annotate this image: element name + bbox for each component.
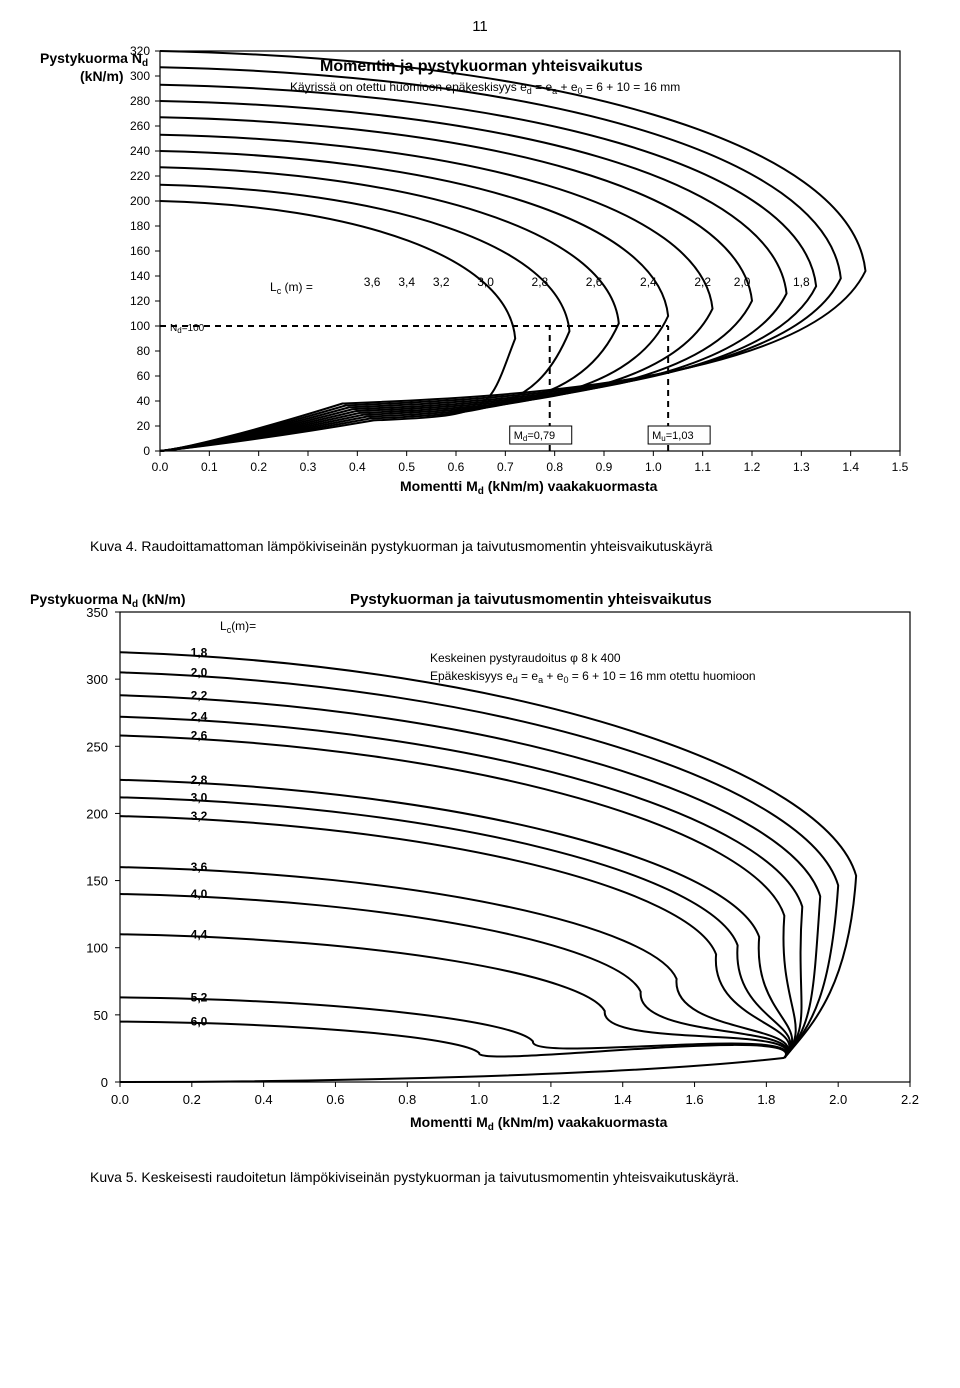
- svg-text:50: 50: [94, 1008, 108, 1023]
- svg-text:0.7: 0.7: [497, 460, 514, 474]
- svg-text:2,4: 2,4: [191, 710, 208, 724]
- chart2-title: Pystykuorman ja taivutusmomentin yhteisv…: [350, 591, 712, 608]
- svg-text:2,2: 2,2: [191, 688, 208, 702]
- chart2-note2: Epäkeskisyys ed = ea + e0 = 6 + 10 = 16 …: [430, 669, 756, 685]
- svg-text:1.3: 1.3: [793, 460, 810, 474]
- svg-text:40: 40: [137, 394, 151, 408]
- svg-text:20: 20: [137, 419, 151, 433]
- svg-text:0.2: 0.2: [183, 1092, 201, 1107]
- chart2-note1: Keskeinen pystyraudoitus φ 8 k 400: [430, 651, 621, 665]
- chart1-caption: Kuva 4. Raudoittamattoman lämpökiviseinä…: [90, 538, 960, 554]
- svg-text:2,0: 2,0: [191, 665, 208, 679]
- svg-text:3,0: 3,0: [477, 275, 494, 289]
- svg-text:1.0: 1.0: [645, 460, 662, 474]
- svg-text:1.6: 1.6: [686, 1092, 704, 1107]
- svg-text:350: 350: [86, 605, 108, 620]
- svg-text:6,0: 6,0: [191, 1015, 208, 1029]
- svg-text:140: 140: [130, 269, 150, 283]
- svg-text:0: 0: [143, 444, 150, 458]
- svg-text:2,8: 2,8: [191, 773, 208, 787]
- chart-1-svg: Pystykuorma Nd (kN/m) Momentin ja pystyk…: [40, 41, 920, 521]
- chart2-xtitle: Momentti Md (kNm/m) vaakakuormasta: [410, 1114, 668, 1133]
- svg-text:160: 160: [130, 244, 150, 258]
- chart2-lc-label: Lc(m)=: [220, 619, 256, 635]
- svg-text:100: 100: [86, 941, 108, 956]
- svg-text:60: 60: [137, 369, 151, 383]
- svg-text:1.5: 1.5: [892, 460, 909, 474]
- svg-text:1.4: 1.4: [842, 460, 859, 474]
- chart1-ytitle2: (kN/m): [80, 68, 124, 84]
- svg-text:0.9: 0.9: [596, 460, 613, 474]
- svg-text:280: 280: [130, 94, 150, 108]
- svg-text:4,4: 4,4: [191, 927, 208, 941]
- svg-text:0.6: 0.6: [326, 1092, 344, 1107]
- chart1-nd-label: Nd=100: [170, 323, 205, 335]
- svg-text:0.2: 0.2: [250, 460, 267, 474]
- chart2-caption: Kuva 5. Keskeisesti raudoitetun lämpökiv…: [90, 1169, 960, 1185]
- chart1-title: Momentin ja pystykuorman yhteisvaikutus: [320, 58, 643, 75]
- svg-text:150: 150: [86, 874, 108, 889]
- chart-1: Pystykuorma Nd (kN/m) Momentin ja pystyk…: [40, 41, 920, 526]
- svg-text:1.8: 1.8: [757, 1092, 775, 1107]
- svg-text:2,0: 2,0: [734, 275, 751, 289]
- svg-text:0: 0: [101, 1075, 108, 1090]
- svg-text:80: 80: [137, 344, 151, 358]
- svg-text:Md=0,79: Md=0,79: [514, 430, 555, 443]
- chart1-lc-label: Lc (m) =: [270, 280, 313, 296]
- svg-text:1.4: 1.4: [614, 1092, 632, 1107]
- svg-text:Mu=1,03: Mu=1,03: [652, 430, 693, 443]
- svg-text:200: 200: [86, 806, 108, 821]
- svg-text:240: 240: [130, 144, 150, 158]
- svg-text:2,4: 2,4: [640, 275, 657, 289]
- svg-text:2,6: 2,6: [586, 275, 603, 289]
- chart1-subtitle: Käyrissä on otettu huomioon epäkeskisyys…: [290, 80, 680, 96]
- svg-text:1,8: 1,8: [793, 275, 810, 289]
- svg-text:220: 220: [130, 169, 150, 183]
- svg-text:1,8: 1,8: [191, 645, 208, 659]
- svg-text:3,2: 3,2: [191, 809, 208, 823]
- svg-text:0.4: 0.4: [255, 1092, 273, 1107]
- svg-text:0.4: 0.4: [349, 460, 366, 474]
- svg-text:4,0: 4,0: [191, 887, 208, 901]
- svg-text:250: 250: [86, 739, 108, 754]
- svg-text:2,8: 2,8: [532, 275, 549, 289]
- chart-2-svg: Pystykuorma Nd (kN/m) Pystykuorman ja ta…: [30, 582, 930, 1152]
- svg-text:2.2: 2.2: [901, 1092, 919, 1107]
- svg-text:320: 320: [130, 44, 150, 58]
- svg-text:3,0: 3,0: [191, 790, 208, 804]
- svg-text:0.1: 0.1: [201, 460, 218, 474]
- svg-text:120: 120: [130, 294, 150, 308]
- svg-text:1.2: 1.2: [744, 460, 761, 474]
- svg-text:3,6: 3,6: [191, 860, 208, 874]
- chart-2: Pystykuorma Nd (kN/m) Pystykuorman ja ta…: [30, 582, 930, 1157]
- svg-text:1.2: 1.2: [542, 1092, 560, 1107]
- svg-text:1.1: 1.1: [694, 460, 711, 474]
- svg-text:2,6: 2,6: [191, 729, 208, 743]
- chart1-xtitle: Momentti Md (kNm/m) vaakakuormasta: [400, 478, 658, 497]
- svg-text:5,2: 5,2: [191, 990, 208, 1004]
- svg-text:0.5: 0.5: [398, 460, 415, 474]
- svg-text:0.0: 0.0: [111, 1092, 129, 1107]
- svg-text:300: 300: [130, 69, 150, 83]
- svg-text:200: 200: [130, 194, 150, 208]
- svg-text:1.0: 1.0: [470, 1092, 488, 1107]
- svg-text:2,2: 2,2: [694, 275, 711, 289]
- svg-text:0.8: 0.8: [398, 1092, 416, 1107]
- svg-text:260: 260: [130, 119, 150, 133]
- svg-text:180: 180: [130, 219, 150, 233]
- svg-text:100: 100: [130, 319, 150, 333]
- svg-text:300: 300: [86, 672, 108, 687]
- svg-text:0.8: 0.8: [546, 460, 563, 474]
- svg-text:0.0: 0.0: [152, 460, 169, 474]
- svg-text:0.3: 0.3: [300, 460, 317, 474]
- svg-text:2.0: 2.0: [829, 1092, 847, 1107]
- svg-text:0.6: 0.6: [448, 460, 465, 474]
- svg-text:3,2: 3,2: [433, 275, 450, 289]
- svg-text:3,6: 3,6: [364, 275, 381, 289]
- page-number: 11: [0, 0, 960, 41]
- svg-text:3,4: 3,4: [398, 275, 415, 289]
